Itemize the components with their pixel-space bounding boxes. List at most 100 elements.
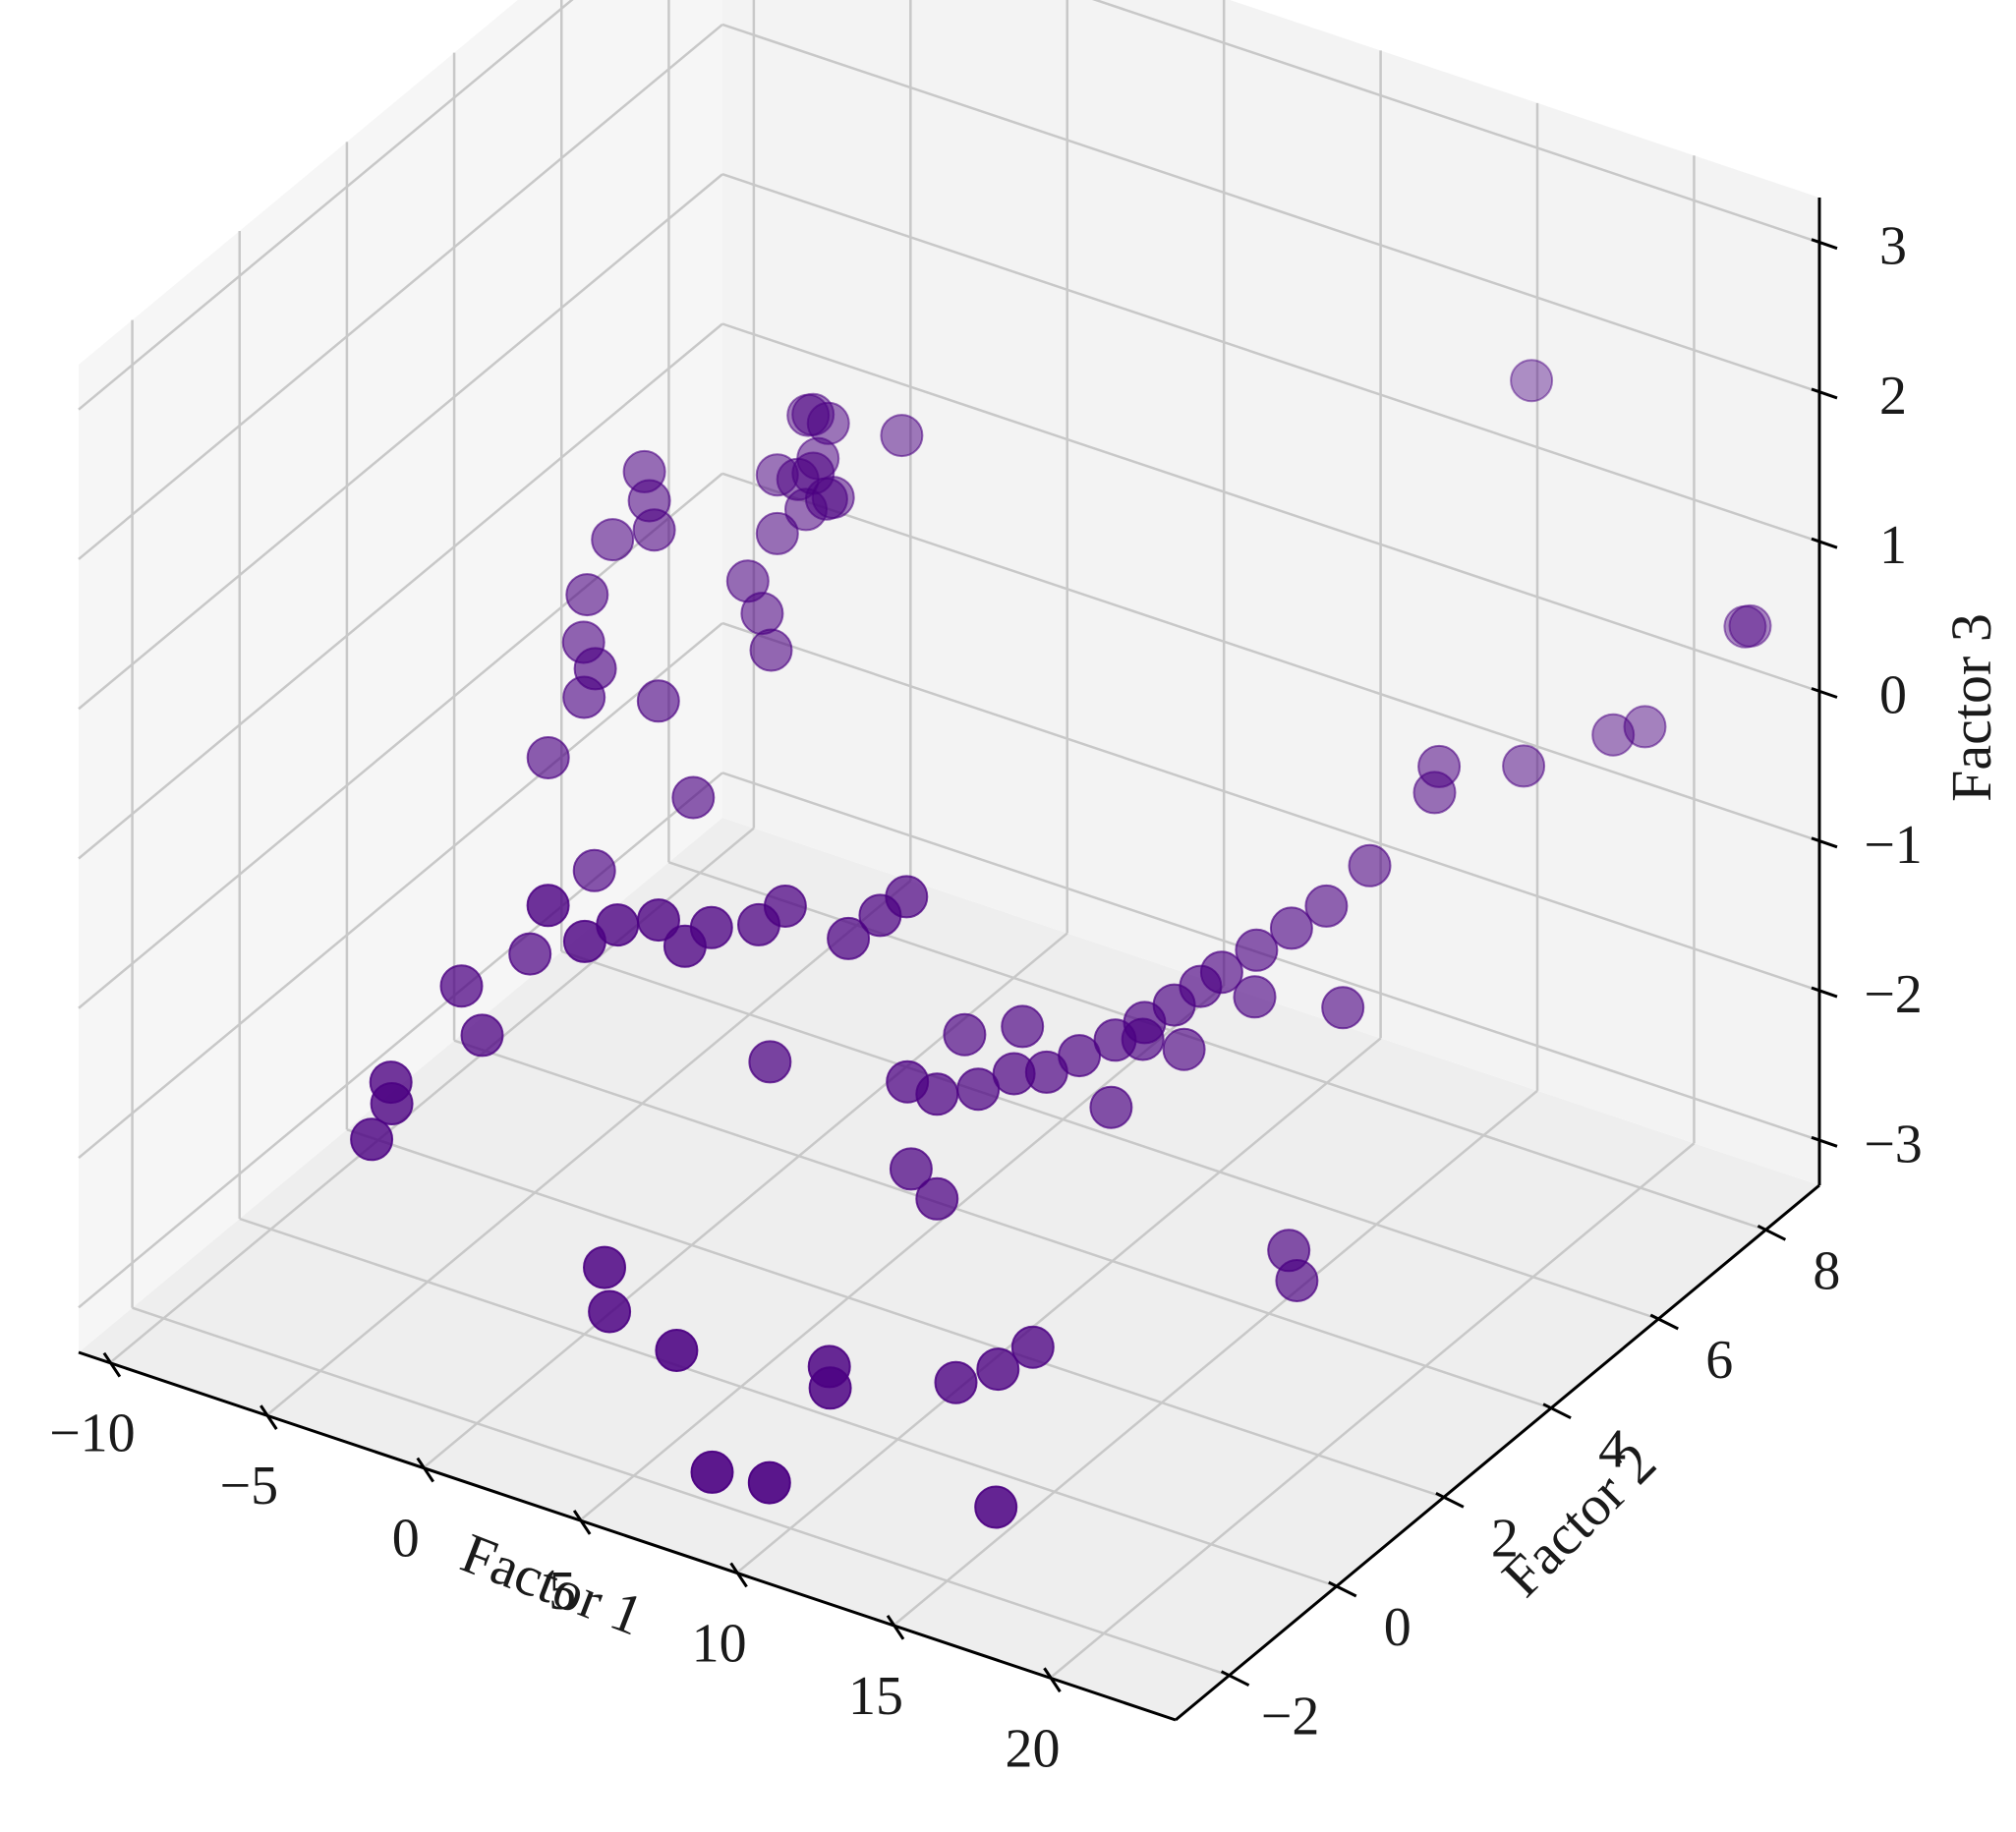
z-tick-mark: [1811, 387, 1838, 400]
scatter-point: [1089, 1085, 1133, 1129]
gridline-z-left: [78, 322, 723, 860]
z-tick-mark: [1811, 537, 1838, 549]
scatter-point: [889, 1147, 933, 1191]
x-tick-label: −10: [49, 1403, 136, 1464]
x-tick-mark: [102, 1351, 122, 1378]
scatter-point: [526, 736, 570, 779]
z-tick-mark: [1811, 238, 1838, 251]
y-tick-label: 0: [1384, 1597, 1411, 1658]
gridline-z-back: [1091, 0, 1820, 244]
scatter-point: [1275, 1259, 1319, 1302]
x-tick-mark: [1043, 1667, 1062, 1693]
scatter-point: [583, 1245, 626, 1289]
z-tick-label: −1: [1864, 815, 1923, 876]
scatter-point: [956, 1067, 1001, 1112]
scatter-point: [858, 893, 902, 938]
gridline-x-floor: [1049, 1142, 1696, 1680]
scatter-point: [915, 1176, 959, 1221]
scatter-point: [740, 592, 784, 636]
y-tick-mark: [1542, 1403, 1572, 1420]
scatter-point: [1001, 1004, 1045, 1049]
scatter-point: [934, 1360, 978, 1404]
y-tick-label: 4: [1598, 1419, 1626, 1480]
x-tick-mark: [259, 1404, 278, 1430]
scatter-point: [655, 1329, 699, 1372]
z-tick-mark: [1811, 1135, 1838, 1148]
y-tick-mark: [1220, 1670, 1250, 1688]
scatter-point: [565, 573, 609, 617]
y-tick-label: 2: [1491, 1508, 1519, 1569]
gridline-z-back: [721, 322, 1820, 693]
floor-pane: [79, 818, 1819, 1720]
scatter-point: [508, 932, 552, 976]
scatter-point: [573, 647, 617, 691]
scatter-point: [662, 924, 707, 968]
x-tick-label: 20: [1005, 1718, 1060, 1779]
gridline-z-left: [78, 173, 723, 711]
scatter-point: [974, 1485, 1018, 1529]
scatter-point: [808, 1366, 852, 1410]
x-tick-label: −5: [220, 1456, 279, 1517]
scatter-point: [1728, 603, 1772, 648]
point-group: [350, 359, 1772, 1529]
z-tick-label: 2: [1879, 366, 1907, 427]
gridline-y-floor: [346, 1128, 1445, 1499]
x-tick-mark: [886, 1614, 905, 1640]
scatter-point: [588, 1289, 632, 1334]
gridline-z-back: [721, 472, 1820, 842]
scatter-point: [1502, 744, 1546, 788]
gridline-z-left: [78, 772, 723, 1309]
gridline-y-floor: [453, 1039, 1552, 1409]
gridline-z-left: [78, 0, 574, 411]
x-tick-label: 15: [848, 1666, 903, 1727]
y-tick-mark: [1328, 1580, 1357, 1598]
scatter-point: [671, 775, 716, 820]
scatter-point: [636, 679, 680, 723]
scatter-point: [976, 1347, 1020, 1392]
scatter-point: [350, 1117, 394, 1162]
scatter-point: [1162, 1027, 1206, 1071]
scatter-point: [1093, 1018, 1137, 1062]
z-tick-label: 1: [1879, 515, 1907, 576]
gridline-y-floor: [132, 1306, 1230, 1677]
y-tick-label: 8: [1813, 1240, 1840, 1301]
scatter-point: [460, 1013, 504, 1058]
scatter-point: [747, 1460, 791, 1505]
scatter-point: [749, 628, 793, 672]
gridline-x-floor: [893, 1089, 1538, 1627]
z-tick-label: 0: [1879, 665, 1907, 726]
gridline-x-floor: [735, 1037, 1382, 1574]
scatter-point: [1233, 975, 1277, 1019]
scatter-point: [1510, 359, 1554, 403]
scatter-point: [439, 964, 484, 1008]
z-axis-label: Factor 3: [1939, 613, 2003, 802]
y-axis-line: [1175, 1183, 1820, 1722]
scatter-point: [880, 414, 924, 458]
scatter-point: [1412, 771, 1457, 815]
scatter-point: [943, 1012, 987, 1057]
x-axis-label: Factor 1: [453, 1520, 652, 1647]
scatter-point: [632, 508, 676, 552]
gridline-y-floor: [239, 1217, 1338, 1588]
z-tick-mark: [1811, 986, 1838, 999]
x-tick-mark: [416, 1457, 434, 1483]
scatter-point: [637, 898, 680, 943]
scatter-point: [1010, 1325, 1055, 1369]
x-tick-mark: [572, 1510, 592, 1535]
scatter-point: [526, 884, 570, 928]
scatter-point: [737, 902, 780, 946]
gridline-z-back: [721, 173, 1820, 544]
y-tick-mark: [1435, 1491, 1465, 1509]
x-tick-mark: [729, 1562, 748, 1588]
z-tick-label: 3: [1879, 216, 1907, 277]
scatter-point: [827, 916, 871, 960]
gridline-z-left: [78, 472, 723, 1009]
gridline-y-floor: [560, 949, 1659, 1321]
x-tick-label: 0: [392, 1509, 420, 1570]
scatter-point: [690, 1450, 734, 1494]
y-tick-label: 6: [1705, 1330, 1733, 1391]
gridline-z-left: [78, 23, 723, 560]
scatter-point: [572, 848, 616, 892]
